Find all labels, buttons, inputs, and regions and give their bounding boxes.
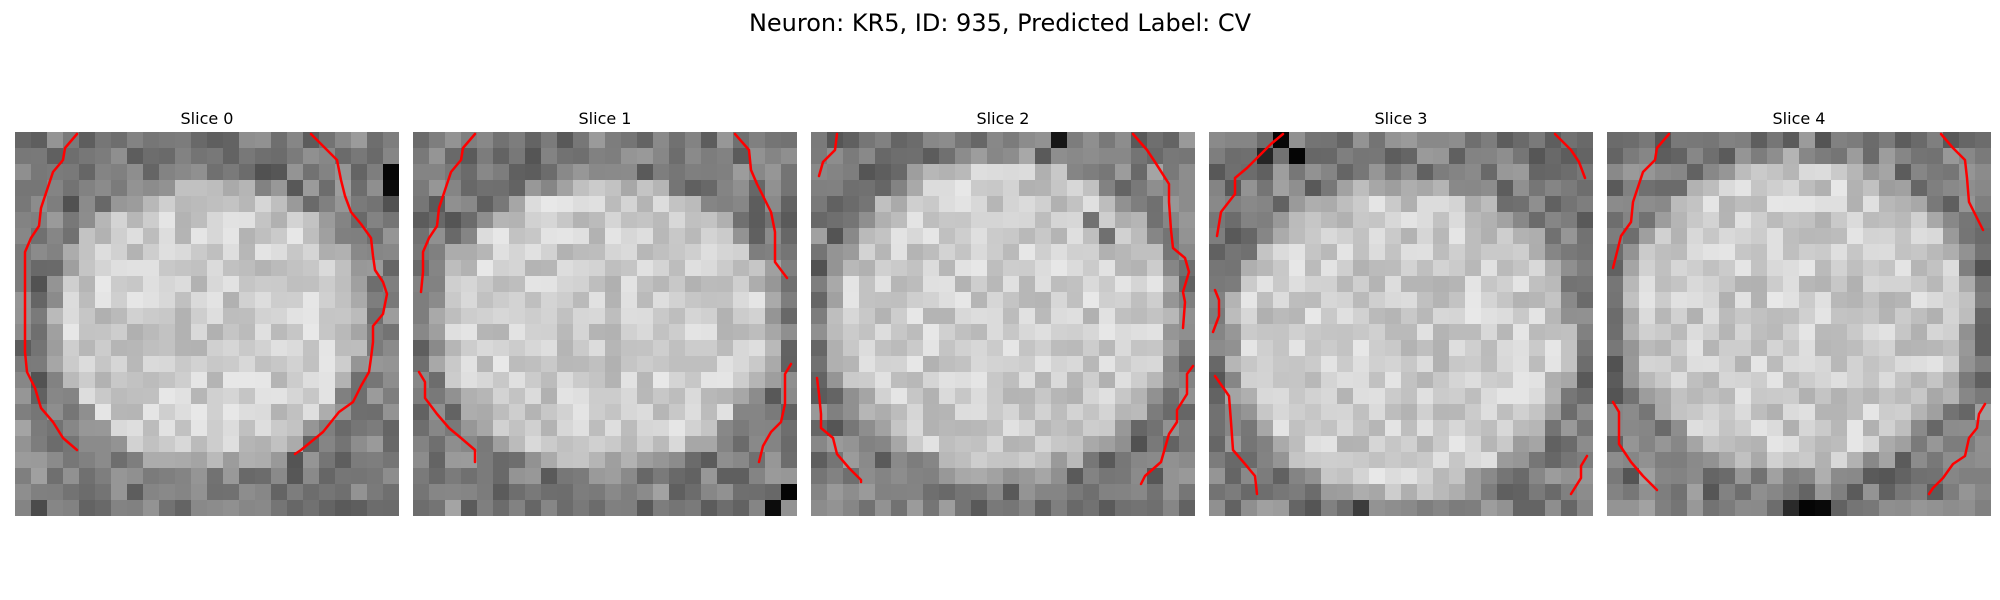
slice-canvas-2 (811, 132, 1195, 516)
slice-contours-0 (23, 132, 389, 456)
roi-contour-top-right (733, 132, 789, 280)
roi-contour-top-left (1215, 132, 1285, 238)
slice-title-2: Slice 2 (976, 109, 1030, 128)
slice-canvas-0 (15, 132, 399, 516)
roi-contour-bottom-left (815, 376, 863, 484)
slice-image-4 (1607, 132, 1991, 516)
slice-title-4: Slice 4 (1772, 109, 1826, 128)
slice-canvas-4 (1607, 132, 1991, 516)
slice-image-2 (811, 132, 1195, 516)
roi-contour-top-left (419, 132, 477, 294)
slice-image-3 (1209, 132, 1593, 516)
roi-contour-top-left (817, 132, 839, 178)
slice-panel-4: Slice 4 (1607, 108, 1991, 516)
slice-contours-3 (1211, 132, 1589, 496)
roi-contour-bottom-right (1569, 454, 1589, 496)
roi-contour-right-lower (1139, 364, 1195, 486)
roi-contour-left (23, 132, 79, 452)
slice-canvas-3 (1209, 132, 1593, 516)
slice-contours-2 (815, 132, 1195, 486)
roi-contour-bottom-left (417, 370, 477, 464)
roi-contour-mid-left (1211, 288, 1221, 334)
roi-contour-right-upper (1131, 132, 1191, 330)
slice-panel-3: Slice 3 (1209, 108, 1593, 516)
roi-contour-top-right (1939, 132, 1985, 232)
slice-panel-1: Slice 1 (413, 108, 797, 516)
roi-contour-top-right (1553, 132, 1587, 180)
roi-contour-bottom-left (1213, 374, 1259, 496)
roi-contour-bottom-right (1927, 402, 1987, 496)
roi-contour-right (293, 132, 389, 456)
slice-contours-4 (1611, 132, 1987, 496)
slice-image-0 (15, 132, 399, 516)
slice-title-0: Slice 0 (180, 109, 234, 128)
slice-panel-2: Slice 2 (811, 108, 1195, 516)
figure-title: Neuron: KR5, ID: 935, Predicted Label: C… (748, 9, 1252, 37)
roi-contour-bottom-left (1611, 400, 1659, 492)
slice-title-3: Slice 3 (1374, 109, 1428, 128)
slice-image-1 (413, 132, 797, 516)
slice-canvas-1 (413, 132, 797, 516)
slice-title-1: Slice 1 (578, 109, 632, 128)
roi-contour-top-left (1611, 132, 1671, 270)
roi-contour-bottom-right (757, 362, 793, 464)
slice-contours-1 (417, 132, 793, 464)
slice-panel-0: Slice 0 (15, 108, 399, 516)
